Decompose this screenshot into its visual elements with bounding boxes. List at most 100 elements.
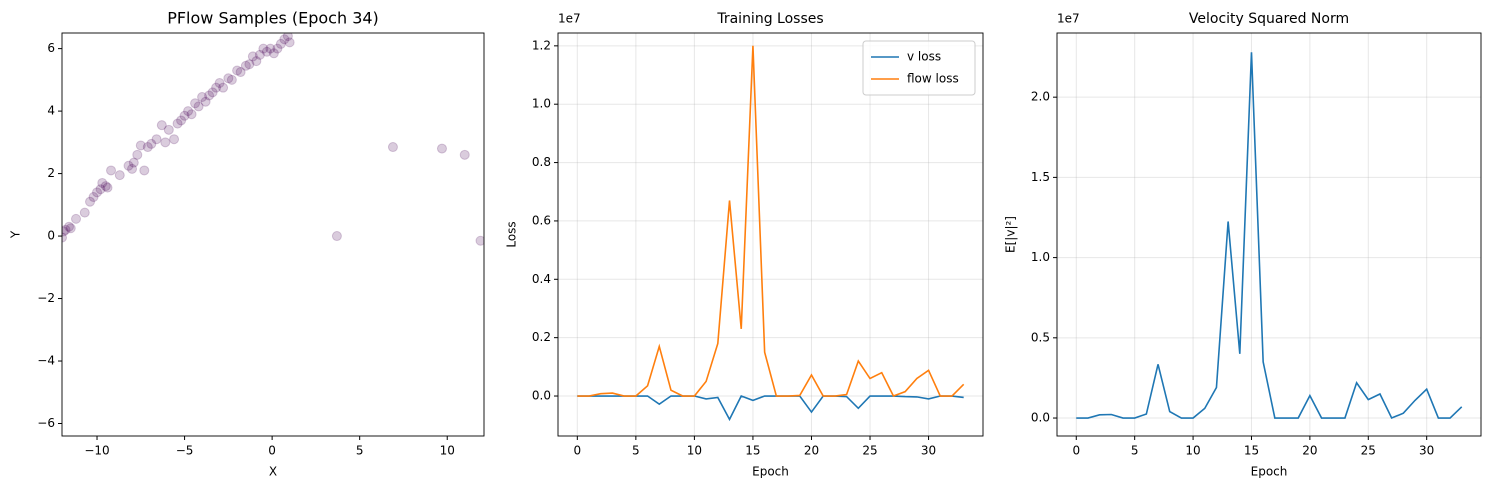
point: [62, 226, 69, 237]
point: [459, 149, 470, 160]
y-tick-label: 0.2: [532, 330, 551, 344]
y-tick-label: 0.0: [1031, 411, 1050, 425]
point: [223, 73, 234, 84]
point: [214, 77, 225, 88]
point: [218, 82, 229, 93]
x-tick-label: 10: [687, 444, 702, 458]
line: [1076, 52, 1463, 420]
x-tick-label: 25: [1361, 444, 1376, 458]
axis-offset: 1e7: [1057, 12, 1080, 26]
x-tick-label: 10: [440, 444, 455, 458]
y-tick-label: 1.2: [532, 38, 551, 52]
point: [265, 43, 276, 54]
point: [127, 163, 138, 174]
point: [284, 37, 295, 48]
y-tick-label: −6: [37, 416, 55, 430]
point: [146, 138, 157, 149]
point: [163, 124, 174, 135]
y-tick-label: 2.0: [1031, 90, 1050, 104]
point: [251, 56, 262, 67]
axes-frame: [61, 32, 485, 437]
x-tick-label: 5: [356, 444, 364, 458]
x-tick-label: 30: [1419, 444, 1434, 458]
point: [102, 182, 113, 193]
point: [200, 96, 211, 107]
y-tick-label: −4: [37, 354, 55, 368]
x-tick-label: 10: [1185, 444, 1200, 458]
point: [128, 157, 139, 168]
x-axis-label: X: [269, 465, 277, 479]
y-tick-label: 0.5: [1031, 330, 1050, 344]
x-tick-label: 5: [1131, 444, 1139, 458]
point: [169, 134, 180, 145]
axes-frame: [1056, 32, 1482, 437]
point: [240, 60, 251, 71]
point: [156, 120, 167, 131]
point: [268, 48, 279, 59]
panel: 0 5 10 15 20 25 30 0.0 0.5 1.0 1.5 2.0 Velocity Squa…: [1004, 11, 1482, 479]
point: [186, 109, 197, 120]
x-axis-label: Epoch: [1251, 465, 1288, 479]
point: [135, 140, 146, 151]
point: [88, 192, 99, 203]
x-tick-label: 25: [862, 444, 877, 458]
point: [282, 33, 293, 42]
y-tick-label: 1.0: [532, 97, 551, 111]
axis-offset: 1e7: [558, 12, 581, 26]
y-tick-label: 1.5: [1031, 170, 1050, 184]
chart-title: Training Losses: [716, 11, 823, 27]
point: [207, 87, 218, 98]
point: [197, 92, 208, 103]
point: [62, 232, 67, 243]
point: [64, 221, 75, 232]
x-tick-label: 30: [921, 444, 936, 458]
point: [114, 170, 125, 181]
point: [97, 177, 108, 188]
x-tick-label: −5: [176, 444, 194, 458]
point: [331, 231, 342, 242]
point: [436, 143, 447, 154]
x-tick-label: 0: [573, 444, 581, 458]
point: [235, 67, 246, 78]
point: [275, 38, 286, 49]
x-axis-label: Epoch: [752, 465, 789, 479]
point: [106, 165, 117, 176]
point: [261, 46, 272, 57]
point: [387, 142, 398, 153]
point: [179, 110, 190, 121]
point: [244, 59, 255, 70]
x-tick-label: 20: [804, 444, 819, 458]
legend-box: [862, 40, 976, 96]
chart-title: PFlow Samples (Epoch 34): [167, 9, 379, 28]
point: [85, 196, 96, 207]
point: [123, 160, 134, 171]
plot-area: [1076, 52, 1463, 420]
legend-label: v loss: [907, 50, 941, 64]
point: [160, 137, 171, 148]
point: [79, 207, 90, 218]
point: [151, 134, 162, 145]
y-tick-label: 4: [47, 104, 55, 118]
point: [139, 165, 150, 176]
panel: 0 5 10 15 20 25 30 0.0 0.2 0.4 0.6 0.8 1.0 1.2 Trainin…: [505, 11, 984, 479]
point: [232, 65, 243, 76]
axes-frame: [557, 32, 984, 437]
x-tick-label: 0: [1072, 444, 1080, 458]
point: [247, 51, 258, 62]
y-tick-label: 0.6: [532, 213, 551, 227]
point: [132, 149, 143, 160]
point: [475, 235, 484, 246]
point: [279, 34, 290, 45]
y-tick-label: 0: [47, 229, 55, 243]
legend-label: flow loss: [907, 72, 959, 86]
point: [172, 118, 183, 129]
point: [211, 82, 222, 93]
y-tick-label: 0.0: [532, 389, 551, 403]
point: [254, 49, 265, 60]
point: [226, 74, 237, 85]
x-tick-label: 0: [268, 444, 276, 458]
line: [577, 45, 965, 398]
point: [190, 98, 201, 109]
y-tick-label: 0.8: [532, 155, 551, 169]
point: [142, 142, 153, 153]
